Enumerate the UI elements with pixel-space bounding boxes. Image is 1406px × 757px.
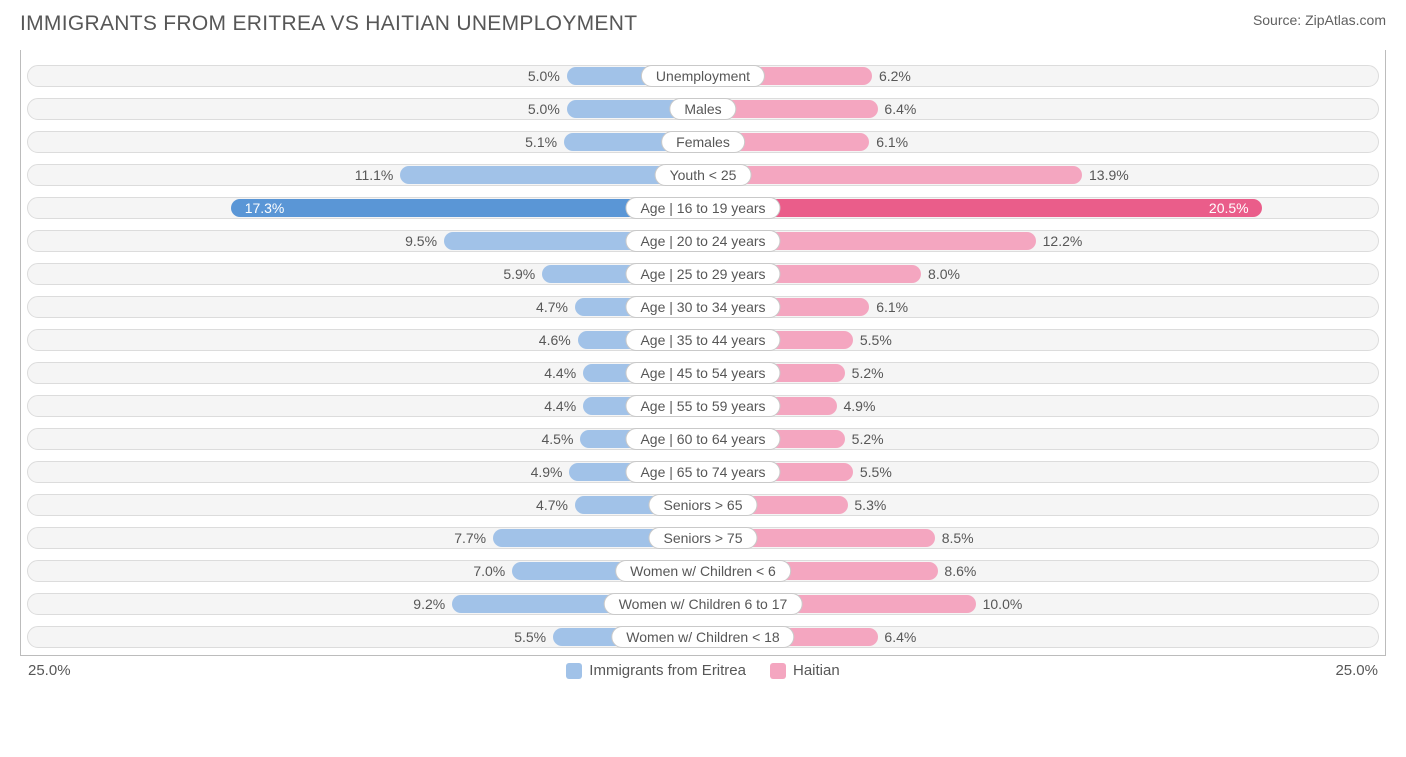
category-label: Women w/ Children 6 to 17 — [604, 593, 803, 615]
legend-label: Immigrants from Eritrea — [589, 662, 746, 679]
value-left: 4.6% — [539, 325, 571, 355]
value-right: 8.5% — [942, 523, 974, 553]
chart-row: 9.2% 10.0% Women w/ Children 6 to 17 — [21, 589, 1385, 619]
chart-legend: Immigrants from Eritrea Haitian — [566, 662, 839, 679]
chart-row: 5.0% 6.4% Males — [21, 94, 1385, 124]
value-left: 17.3% — [245, 193, 285, 223]
value-right: 8.6% — [944, 556, 976, 586]
value-left: 4.4% — [544, 358, 576, 388]
category-label: Age | 30 to 34 years — [625, 296, 780, 318]
value-right: 20.5% — [1209, 193, 1249, 223]
chart-row: 4.5% 5.2% Age | 60 to 64 years — [21, 424, 1385, 454]
legend-swatch-icon — [566, 663, 582, 679]
value-right: 5.2% — [852, 358, 884, 388]
legend-item-eritrea: Immigrants from Eritrea — [566, 662, 746, 679]
chart-source: Source: ZipAtlas.com — [1253, 12, 1386, 28]
value-right: 6.1% — [876, 127, 908, 157]
chart-row: 4.7% 6.1% Age | 30 to 34 years — [21, 292, 1385, 322]
chart-row: 5.9% 8.0% Age | 25 to 29 years — [21, 259, 1385, 289]
legend-swatch-icon — [770, 663, 786, 679]
category-label: Youth < 25 — [655, 164, 752, 186]
chart-row: 17.3% 20.5% Age | 16 to 19 years — [21, 193, 1385, 223]
category-label: Seniors > 65 — [649, 494, 758, 516]
category-label: Females — [661, 131, 745, 153]
value-right: 5.2% — [852, 424, 884, 454]
value-left: 11.1% — [355, 160, 394, 190]
chart-row: 4.4% 4.9% Age | 55 to 59 years — [21, 391, 1385, 421]
value-left: 4.7% — [536, 490, 568, 520]
chart-row: 5.1% 6.1% Females — [21, 127, 1385, 157]
chart-row: 5.0% 6.2% Unemployment — [21, 61, 1385, 91]
value-right: 6.4% — [884, 622, 916, 652]
value-left: 5.1% — [525, 127, 557, 157]
category-label: Unemployment — [641, 65, 765, 87]
chart-row: 11.1% 13.9% Youth < 25 — [21, 160, 1385, 190]
value-left: 9.5% — [405, 226, 437, 256]
category-label: Age | 55 to 59 years — [625, 395, 780, 417]
chart-footer: 25.0% Immigrants from Eritrea Haitian 25… — [20, 656, 1386, 679]
category-label: Age | 35 to 44 years — [625, 329, 780, 351]
category-label: Age | 45 to 54 years — [625, 362, 780, 384]
value-left: 4.9% — [531, 457, 563, 487]
legend-label: Haitian — [793, 662, 840, 679]
value-right: 5.3% — [854, 490, 886, 520]
value-right: 8.0% — [928, 259, 960, 289]
value-left: 7.0% — [473, 556, 505, 586]
value-right: 4.9% — [843, 391, 875, 421]
value-right: 6.1% — [876, 292, 908, 322]
category-label: Age | 65 to 74 years — [625, 461, 780, 483]
legend-item-haitian: Haitian — [770, 662, 840, 679]
chart-row: 7.0% 8.6% Women w/ Children < 6 — [21, 556, 1385, 586]
category-label: Seniors > 75 — [649, 527, 758, 549]
chart-rows: 5.0% 6.2% Unemployment 5.0% 6.4% Males 5.1% 6.1… — [21, 61, 1385, 652]
axis-max-left: 25.0% — [28, 662, 71, 679]
category-label: Age | 25 to 29 years — [625, 263, 780, 285]
value-left: 7.7% — [454, 523, 486, 553]
chart-row: 9.5% 12.2% Age | 20 to 24 years — [21, 226, 1385, 256]
chart-title: IMMIGRANTS FROM ERITREA VS HAITIAN UNEMP… — [20, 12, 637, 36]
value-right: 5.5% — [860, 325, 892, 355]
value-left: 5.9% — [503, 259, 535, 289]
value-right: 13.9% — [1089, 160, 1129, 190]
value-left: 4.7% — [536, 292, 568, 322]
value-right: 10.0% — [983, 589, 1023, 619]
chart-row: 7.7% 8.5% Seniors > 75 — [21, 523, 1385, 553]
value-left: 5.0% — [528, 94, 560, 124]
value-right: 6.4% — [884, 94, 916, 124]
chart-row: 4.4% 5.2% Age | 45 to 54 years — [21, 358, 1385, 388]
value-left: 4.5% — [542, 424, 574, 454]
chart-row: 4.6% 5.5% Age | 35 to 44 years — [21, 325, 1385, 355]
value-left: 4.4% — [544, 391, 576, 421]
category-label: Women w/ Children < 6 — [615, 560, 791, 582]
chart-row: 5.5% 6.4% Women w/ Children < 18 — [21, 622, 1385, 652]
bar-right — [703, 166, 1082, 184]
chart-header: IMMIGRANTS FROM ERITREA VS HAITIAN UNEMP… — [20, 12, 1386, 36]
category-label: Women w/ Children < 18 — [611, 626, 794, 648]
category-label: Age | 16 to 19 years — [625, 197, 780, 219]
axis-max-right: 25.0% — [1335, 662, 1378, 679]
value-right: 12.2% — [1043, 226, 1083, 256]
value-left: 5.0% — [528, 61, 560, 91]
value-left: 9.2% — [413, 589, 445, 619]
value-right: 5.5% — [860, 457, 892, 487]
chart-row: 4.7% 5.3% Seniors > 65 — [21, 490, 1385, 520]
chart-body: 5.0% 6.2% Unemployment 5.0% 6.4% Males 5.1% 6.1… — [20, 50, 1386, 656]
category-label: Age | 20 to 24 years — [625, 230, 780, 252]
value-right: 6.2% — [879, 61, 911, 91]
category-label: Age | 60 to 64 years — [625, 428, 780, 450]
bar-right — [703, 199, 1262, 217]
value-left: 5.5% — [514, 622, 546, 652]
category-label: Males — [669, 98, 736, 120]
chart-row: 4.9% 5.5% Age | 65 to 74 years — [21, 457, 1385, 487]
